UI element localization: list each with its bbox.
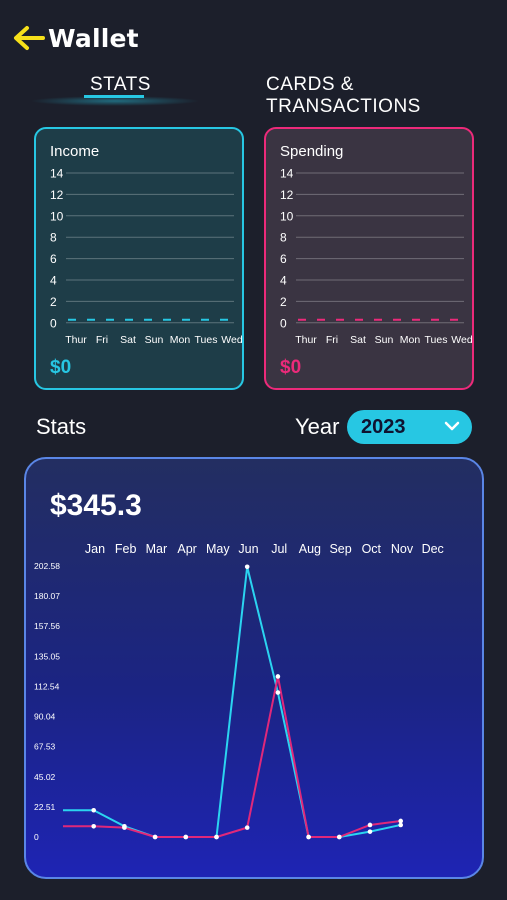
x-tick-label: Mar: [146, 542, 168, 556]
tab-cards-transactions[interactable]: CARDS & TRANSACTIONS: [266, 74, 421, 117]
page-title: Wallet: [48, 23, 139, 53]
x-tick-label: Mon: [170, 334, 191, 346]
data-point: [398, 822, 404, 828]
x-tick-label: Jun: [238, 542, 258, 556]
y-tick-label: 12: [50, 188, 64, 202]
x-tick-label: Sat: [120, 334, 136, 346]
x-tick-label: Jul: [271, 542, 287, 556]
series-line-1: [63, 675, 401, 838]
income-chart: 14 12 10 8 6 4 2 0 Thur Fri Sat Sun Mon Tues Wed: [50, 167, 242, 346]
data-point: [183, 834, 189, 840]
y-tick-label: 157.56: [34, 621, 60, 631]
y-tick-label: 8: [280, 231, 287, 245]
x-tick-label: Oct: [362, 542, 382, 556]
y-tick-label: 202.58: [34, 561, 60, 571]
x-tick-label: Mon: [400, 334, 421, 346]
stats-label: Stats: [36, 414, 87, 439]
y-tick-label: 180.07: [34, 591, 60, 601]
year-select[interactable]: 2023: [347, 410, 472, 444]
spending-amount: $0: [280, 357, 302, 378]
data-point: [275, 674, 281, 679]
y-tick-label: 22.51: [34, 802, 56, 812]
x-tick-label: Thur: [65, 334, 87, 346]
x-tick-label: Wed: [221, 334, 242, 346]
y-tick-label: 135.05: [34, 651, 60, 661]
x-tick-label: Apr: [177, 542, 196, 556]
chevron-down-icon: [444, 421, 460, 431]
income-title: Income: [50, 143, 100, 160]
y-tick-label: 0: [280, 316, 287, 330]
x-tick-label: Fri: [96, 334, 108, 346]
y-tick-label: 0: [34, 832, 39, 842]
data-point: [306, 834, 311, 840]
spending-title: Spending: [280, 143, 344, 160]
y-tick-label: 12: [280, 188, 294, 202]
x-tick-label: Sep: [329, 542, 351, 556]
tab-stats[interactable]: STATS: [90, 74, 151, 95]
y-tick-label: 90.04: [34, 712, 56, 722]
data-point: [367, 822, 373, 828]
x-tick-label: Sun: [145, 334, 164, 346]
x-tick-label: Thur: [295, 334, 317, 346]
x-tick-label: Jan: [85, 542, 105, 556]
y-tick-label: 10: [50, 209, 64, 223]
income-card[interactable]: 14 12 10 8 6 4 2 0 Thur Fri Sat Sun Mon Tues Wed Incom…: [34, 127, 244, 390]
arrow-left-icon: [14, 26, 45, 50]
tab-bar: STATS CARDS & TRANSACTIONS: [0, 74, 507, 117]
x-tick-label: Feb: [115, 542, 137, 556]
data-point: [91, 823, 96, 829]
y-tick-label: 8: [50, 231, 57, 245]
data-point: [337, 834, 342, 840]
spending-chart: 14 12 10 8 6 4 2 0 Thur Fri Sat Sun Mon Tues Wed: [280, 167, 472, 346]
header: Wallet: [12, 18, 139, 58]
x-tick-label: Tues: [425, 334, 448, 346]
active-tab-indicator: [84, 95, 144, 98]
x-tick-label: Nov: [391, 542, 414, 556]
y-tick-label: 0: [50, 316, 57, 330]
x-tick-label: May: [206, 542, 230, 556]
data-point: [398, 818, 404, 824]
yearly-line-chart: 202.58 180.07 157.56 135.05 112.54 90.04 67.53…: [34, 542, 444, 842]
income-amount: $0: [50, 357, 72, 378]
y-tick-label: 10: [280, 209, 294, 223]
y-tick-label: 14: [280, 167, 294, 181]
back-button[interactable]: [12, 21, 46, 55]
data-point: [91, 807, 96, 813]
tab-glow: [30, 96, 200, 106]
data-point: [214, 834, 219, 840]
x-tick-label: Fri: [326, 334, 338, 346]
y-tick-label: 6: [280, 252, 287, 266]
y-tick-label: 4: [50, 274, 57, 288]
data-point: [367, 829, 373, 834]
y-tick-label: 2: [280, 295, 287, 309]
data-point: [244, 825, 250, 830]
y-tick-label: 67.53: [34, 742, 56, 752]
yearly-total: $345.3: [50, 489, 142, 522]
y-tick-label: 112.54: [34, 681, 60, 691]
data-point: [122, 825, 127, 830]
series-line-0: [63, 565, 401, 838]
x-tick-label: Wed: [451, 334, 472, 346]
year-value: 2023: [361, 415, 406, 438]
yearly-stats-card: $345.3 202.58 180.07 157.56 135.05 112.54 90.…: [24, 457, 484, 879]
x-tick-label: Dec: [422, 542, 444, 556]
y-tick-label: 45.02: [34, 772, 56, 782]
data-point: [244, 564, 250, 570]
x-tick-label: Tues: [195, 334, 218, 346]
y-tick-label: 4: [280, 274, 287, 288]
y-tick-label: 2: [50, 295, 57, 309]
spending-card[interactable]: 14 12 10 8 6 4 2 0 Thur Fri Sat Sun Mon Tues Wed Spend…: [264, 127, 474, 390]
x-tick-label: Sun: [375, 334, 394, 346]
x-tick-label: Aug: [299, 542, 321, 556]
data-point: [152, 834, 158, 840]
y-tick-label: 14: [50, 167, 64, 181]
year-label: Year: [295, 414, 340, 439]
x-tick-label: Sat: [350, 334, 366, 346]
y-tick-label: 6: [50, 252, 57, 266]
data-point: [275, 690, 281, 695]
